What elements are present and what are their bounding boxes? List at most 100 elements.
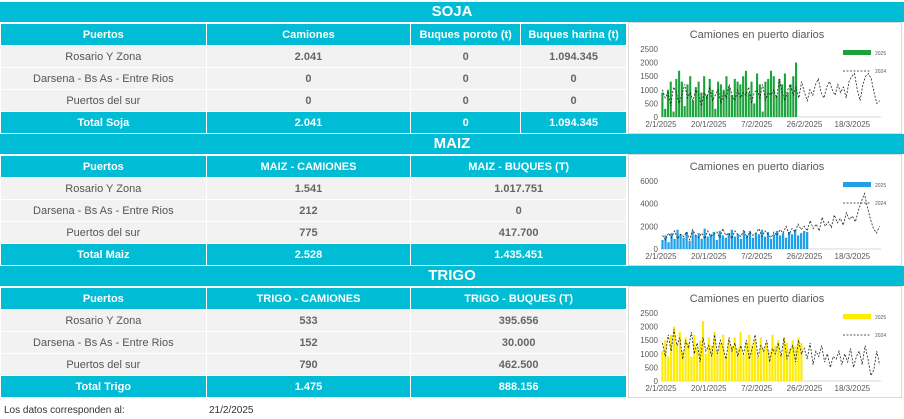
bar-2025: [703, 76, 706, 117]
bar-2025: [703, 228, 706, 249]
bar-2025: [761, 111, 764, 117]
bar-2025: [712, 232, 715, 249]
bar-2025: [716, 351, 719, 381]
total-value: 1.475: [205, 375, 412, 398]
table-row: Rosario Y Zona 2.041 0 1.094.345: [0, 45, 627, 68]
bar-2025: [706, 236, 709, 249]
x-tick-label: 2/1/2025: [645, 120, 677, 129]
bar-2025: [803, 230, 806, 249]
chart-title: Camiones en puerto diarios: [690, 29, 825, 41]
total-row: Total Maiz 2.528 1.435.451: [0, 243, 627, 266]
bar-2025: [678, 70, 681, 117]
bar-2025: [680, 81, 683, 117]
bar-2025: [673, 238, 676, 249]
bar-2025: [727, 340, 731, 381]
x-tick-label: 26/2/2025: [787, 384, 823, 393]
bar-2025: [782, 337, 786, 381]
x-tick-label: 20/1/2025: [691, 252, 727, 261]
bar-2025: [762, 348, 765, 381]
bar-2025: [800, 233, 803, 249]
bar-2025: [781, 84, 784, 117]
bar-2025: [778, 78, 781, 117]
total-value: 2.041: [205, 111, 412, 134]
bar-2025: [709, 234, 712, 249]
bar-2025: [697, 233, 700, 249]
header-camiones: Camiones: [205, 23, 412, 46]
table-row: Puertos del sur 775 417.700: [0, 221, 627, 244]
x-tick-label: 26/2/2025: [787, 120, 823, 129]
legend-swatch-2025: [843, 182, 871, 187]
y-tick-label: 1500: [640, 72, 658, 81]
bar-2025: [733, 337, 736, 381]
bar-2025: [690, 356, 693, 381]
trigo-chart: Camiones en puerto diarios 0 500 1000 1500 20…: [628, 286, 902, 398]
bar-2025: [691, 100, 695, 117]
x-tick-label: 7/2/2025: [741, 120, 773, 129]
bar-2025: [730, 229, 733, 249]
y-tick-label: 0: [654, 113, 659, 122]
bar-2025: [797, 337, 800, 381]
cell-value: 1.541: [205, 177, 412, 200]
cell-value: 1.094.345: [520, 45, 627, 68]
bar-2025: [717, 81, 720, 117]
cell-value: 790: [205, 353, 412, 376]
header-puertos: Puertos: [0, 155, 207, 178]
bar-2025: [760, 229, 764, 249]
maiz-chart: Camiones en puerto diarios 0 2000 4000 6000 2…: [628, 154, 902, 266]
total-row: Total Soja 2.041 0 1.094.345: [0, 111, 627, 134]
cell-value: 30.000: [410, 331, 627, 354]
cell-value: 152: [205, 331, 412, 354]
bar-2025: [710, 345, 713, 381]
total-label: Total Trigo: [0, 375, 207, 398]
y-tick-label: 2500: [640, 45, 658, 54]
bar-2025: [672, 111, 675, 117]
bar-2025: [725, 356, 728, 381]
bar-2025: [730, 95, 734, 117]
bar-2025: [678, 332, 681, 381]
bar-2025: [700, 238, 703, 249]
bar-2025: [750, 81, 753, 117]
soja-table: Puertos Camiones Buques poroto (t) Buque…: [0, 23, 627, 134]
bar-2025: [742, 232, 746, 249]
table-row: Rosario Y Zona 533 395.656: [0, 309, 627, 332]
bar-2025: [696, 348, 699, 381]
y-tick-label: 6000: [640, 177, 658, 186]
bar-2025: [697, 81, 700, 117]
y-tick-label: 2000: [640, 323, 658, 332]
bar-2025: [786, 92, 789, 117]
header-buques: TRIGO - BUQUES (T): [410, 287, 627, 310]
bar-2025: [687, 342, 690, 381]
bar-2025: [745, 342, 748, 381]
cell-value: 395.656: [410, 309, 627, 332]
bar-2025: [661, 92, 664, 117]
port-name: Puertos del sur: [0, 221, 207, 244]
bar-2025: [684, 337, 687, 381]
total-value: 2.528: [205, 243, 412, 266]
bar-2025: [790, 234, 794, 249]
cell-value: 775: [205, 221, 412, 244]
bar-2025: [728, 87, 731, 117]
port-name: Darsena - Bs As - Entre Rios: [0, 331, 207, 354]
bar-2025: [730, 345, 734, 381]
bar-2025: [785, 342, 789, 381]
cell-value: 0: [205, 67, 412, 90]
bar-2025: [722, 334, 725, 381]
line-2024: [662, 329, 880, 377]
bar-2025: [784, 237, 788, 249]
y-tick-label: 2000: [640, 59, 658, 68]
y-tick-label: 500: [645, 363, 659, 372]
legend-label-2025: 2025: [875, 183, 886, 189]
x-tick-label: 7/2/2025: [741, 384, 773, 393]
port-name: Rosario Y Zona: [0, 45, 207, 68]
bar-2025: [661, 351, 664, 381]
x-tick-label: 20/1/2025: [691, 384, 727, 393]
cell-value: 1.017.751: [410, 177, 627, 200]
bar-2025: [742, 76, 745, 117]
legend-label-2025: 2025: [875, 51, 886, 57]
bar-2025: [714, 108, 717, 117]
bar-2025: [708, 78, 711, 117]
total-label: Total Soja: [0, 111, 207, 134]
bar-2025: [666, 89, 670, 117]
bar-2025: [694, 235, 697, 249]
bar-2025: [792, 76, 795, 117]
